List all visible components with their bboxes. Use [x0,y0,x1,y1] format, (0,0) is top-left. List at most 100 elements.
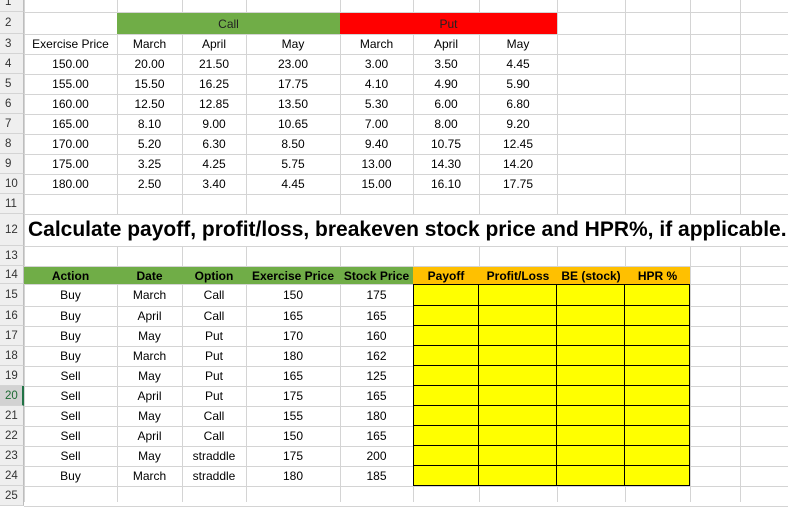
answer-cell[interactable] [479,326,557,346]
answer-cell[interactable] [625,446,690,466]
task-table-cell[interactable]: 125 [366,369,387,383]
task-table-cell[interactable]: Put [204,369,223,383]
put-header[interactable]: Put [340,13,557,34]
row-header-11[interactable]: 11 [0,194,24,214]
answer-cell[interactable] [413,426,479,446]
options-table-cell[interactable]: 15.00 [361,177,392,191]
task-table-cell[interactable]: 175 [282,449,304,463]
call-header[interactable]: Call [117,13,340,34]
row-header-1[interactable]: 1 [0,0,24,12]
options-table-cell[interactable]: 5.90 [506,77,530,91]
options-table-cell[interactable]: 4.45 [506,57,530,71]
answer-cell[interactable] [479,346,557,366]
row-header-21[interactable]: 21 [0,406,24,426]
row-header-17[interactable]: 17 [0,326,24,346]
options-table-cell[interactable]: 165.00 [52,117,89,131]
options-table-cell[interactable]: 8.00 [434,117,458,131]
task-column-header[interactable]: Date [117,267,182,284]
options-table-cell[interactable]: 4.45 [281,177,305,191]
task-table-cell[interactable]: straddle [192,469,236,483]
task-table-cell[interactable]: 165 [366,429,387,443]
row-header-2[interactable]: 2 [0,12,24,34]
answer-cell[interactable] [413,284,479,306]
options-table-cell[interactable]: 20.00 [134,57,165,71]
task-table-cell[interactable]: May [138,369,161,383]
task-table-cell[interactable]: 185 [366,469,387,483]
answer-cell[interactable] [557,284,625,306]
task-table-cell[interactable]: 160 [366,329,387,343]
options-table-cell[interactable]: 9.40 [364,137,389,151]
options-table-cell[interactable]: 12.85 [198,97,230,111]
options-table-cell[interactable]: 14.20 [502,157,534,171]
options-table-cell[interactable]: 4.25 [202,157,226,171]
answer-cell[interactable] [479,366,557,386]
options-table-cell[interactable]: 4.90 [434,77,458,91]
task-table-cell[interactable]: Put [204,389,223,403]
task-table-cell[interactable]: 180 [366,409,387,423]
options-table-cell[interactable]: 16.25 [198,77,230,91]
options-table-cell[interactable]: 8.10 [137,117,162,131]
row-header-23[interactable]: 23 [0,446,24,466]
answer-cell[interactable] [479,466,557,486]
options-table-cell[interactable]: 3.25 [137,157,162,171]
options-table-cell[interactable]: 6.30 [202,137,226,151]
answer-cell[interactable] [557,386,625,406]
answer-cell[interactable] [413,346,479,366]
options-table-cell[interactable]: 5.20 [137,137,162,151]
options-table-cell[interactable]: 10.75 [430,137,462,151]
options-column-header[interactable]: Exercise Price [32,37,109,51]
answer-cell[interactable] [479,284,557,306]
row-header-14[interactable]: 14 [0,266,24,284]
answer-cell[interactable] [413,466,479,486]
answer-cell[interactable] [413,446,479,466]
answer-cell[interactable] [625,386,690,406]
answer-cell[interactable] [413,306,479,326]
task-table-cell[interactable]: March [132,288,167,302]
options-table-cell[interactable]: 170.00 [52,137,89,151]
row-header-15[interactable]: 15 [0,284,24,306]
options-table-cell[interactable]: 2.50 [137,177,162,191]
task-table-cell[interactable]: 165 [282,309,304,323]
task-column-header[interactable]: Stock Price [340,267,413,284]
row-header-7[interactable]: 7 [0,114,24,134]
options-table-cell[interactable]: 14.30 [430,157,462,171]
answer-cell[interactable] [557,426,625,446]
task-table-cell[interactable]: Sell [60,449,81,463]
task-table-cell[interactable]: May [138,329,161,343]
task-table-cell[interactable]: Sell [60,369,81,383]
answer-cell[interactable] [413,406,479,426]
options-table-cell[interactable]: 175.00 [52,157,89,171]
answer-cell[interactable] [557,406,625,426]
row-header-24[interactable]: 24 [0,466,24,486]
options-table-cell[interactable]: 5.75 [281,157,305,171]
answer-cell[interactable] [557,366,625,386]
answer-cell[interactable] [625,426,690,446]
answer-cell[interactable] [413,326,479,346]
task-table-cell[interactable]: March [132,469,167,483]
task-table-cell[interactable]: Buy [60,469,81,483]
options-column-header[interactable]: April [201,37,226,51]
task-table-cell[interactable]: Buy [60,309,81,323]
answer-cell[interactable] [557,326,625,346]
task-column-header[interactable]: Profit/Loss [479,267,557,284]
row-header-8[interactable]: 8 [0,134,24,154]
answer-cell[interactable] [625,366,690,386]
options-table-cell[interactable]: 180.00 [52,177,89,191]
row-header-19[interactable]: 19 [0,366,24,386]
task-column-header[interactable]: Payoff [413,267,479,284]
task-table-cell[interactable]: Sell [60,429,81,443]
options-table-cell[interactable]: 10.65 [277,117,309,131]
row-header-22[interactable]: 22 [0,426,24,446]
answer-cell[interactable] [557,306,625,326]
row-header-16[interactable]: 16 [0,306,24,326]
task-table-cell[interactable]: Put [204,349,223,363]
task-table-cell[interactable]: 162 [366,349,387,363]
answer-cell[interactable] [557,466,625,486]
task-table-cell[interactable]: April [137,309,162,323]
row-header-5[interactable]: 5 [0,74,24,94]
answer-cell[interactable] [625,406,690,426]
row-header-20[interactable]: 20 [0,386,24,406]
row-header-25[interactable]: 25 [0,486,24,506]
options-table-cell[interactable]: 21.50 [198,57,230,71]
row-header-12[interactable]: 12 [0,214,24,246]
